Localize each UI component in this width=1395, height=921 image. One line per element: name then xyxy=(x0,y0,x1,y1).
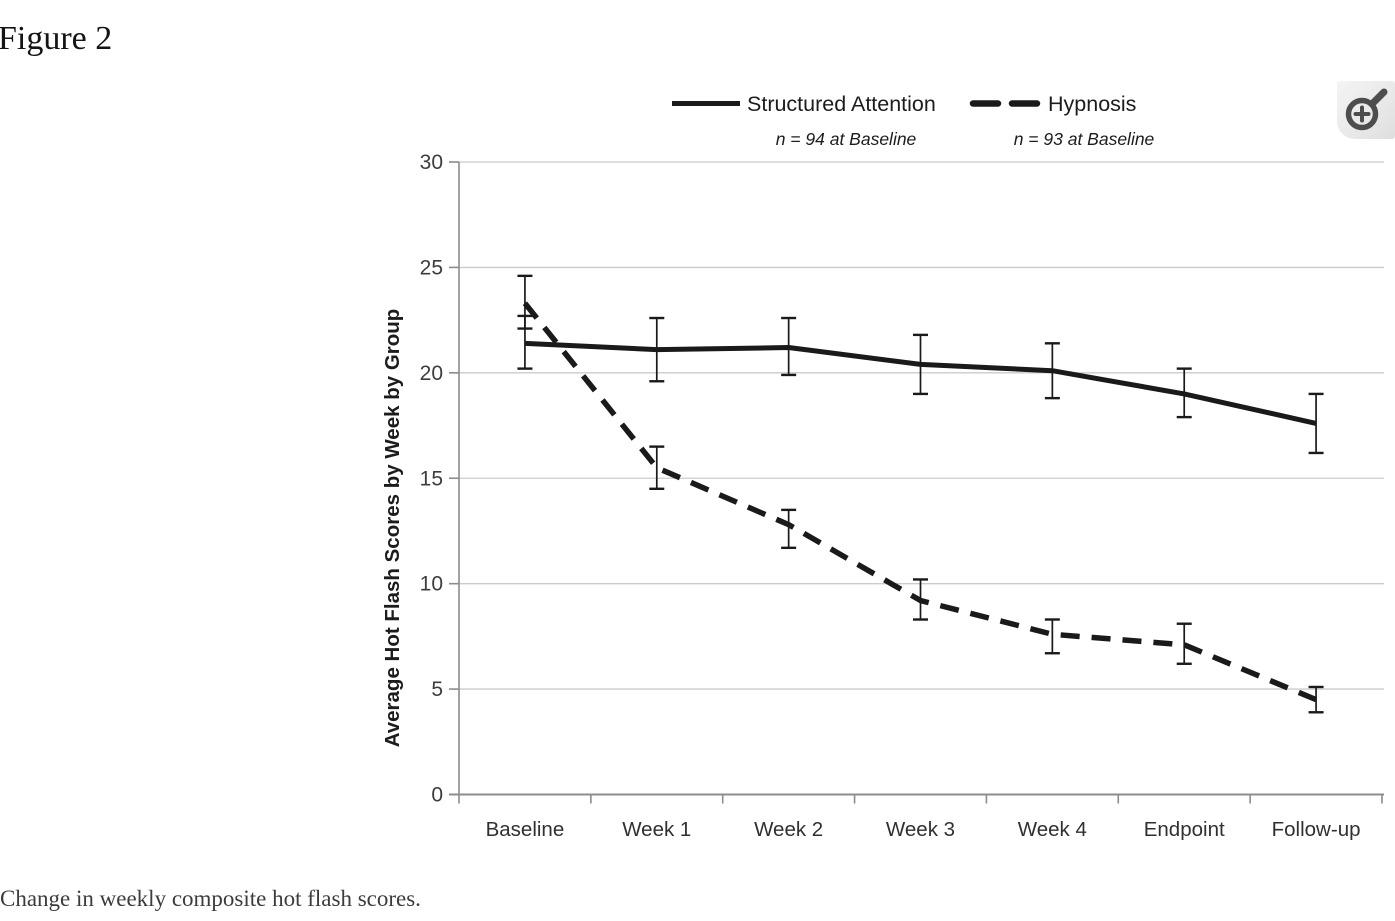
x-category-label: Endpoint xyxy=(1144,818,1225,841)
y-tick-label-5: 5 xyxy=(431,678,443,701)
zoom-in-button[interactable] xyxy=(1337,81,1395,139)
hot-flash-line-chart: 0 5 10 15 20 25 30 Baseline Week 1 Week 2 Week 3 We… xyxy=(381,92,1384,841)
y-tick-label-20: 20 xyxy=(420,362,443,385)
figure-title: Figure 2 xyxy=(0,20,113,57)
x-category-label: Week 4 xyxy=(1018,818,1087,841)
legend-n-hypnosis: n = 93 at Baseline xyxy=(1014,129,1155,149)
y-tick-label-15: 15 xyxy=(420,467,443,490)
magnifier-plus-icon xyxy=(1345,88,1388,131)
figure-caption: Change in weekly composite hot flash sco… xyxy=(0,886,421,911)
y-tick-label-0: 0 xyxy=(431,784,443,807)
legend-label-structured-attention: Structured Attention xyxy=(747,92,936,116)
y-tick-label-25: 25 xyxy=(420,256,443,279)
legend-label-hypnosis: Hypnosis xyxy=(1048,92,1136,116)
legend-n-structured-attention: n = 94 at Baseline xyxy=(776,129,917,149)
x-category-label: Follow-up xyxy=(1272,818,1361,841)
x-category-label: Week 1 xyxy=(622,818,691,841)
x-category-label: Baseline xyxy=(486,818,565,841)
x-category-label: Week 3 xyxy=(886,818,955,841)
y-tick-label-30: 30 xyxy=(420,151,443,174)
y-axis-title: Average Hot Flash Scores by Week by Grou… xyxy=(381,309,404,748)
x-category-label: Week 2 xyxy=(754,818,823,841)
y-tick-label-10: 10 xyxy=(420,573,443,596)
